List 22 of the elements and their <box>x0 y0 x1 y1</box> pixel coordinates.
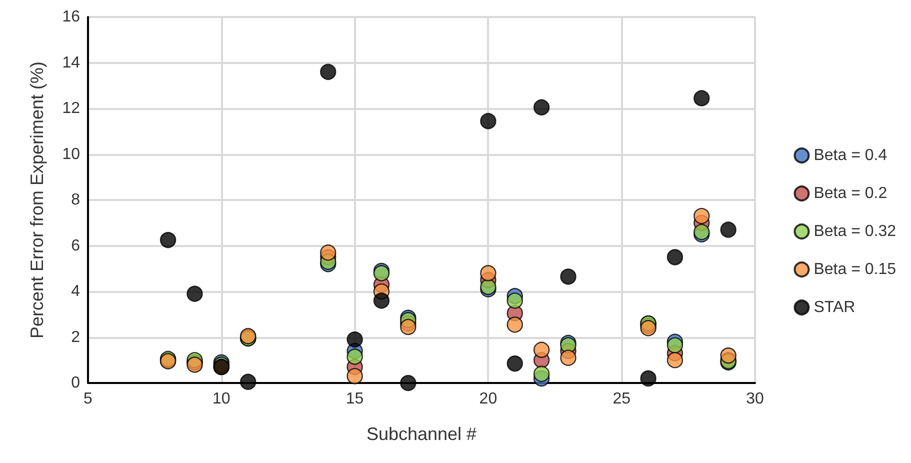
y-tick-label: 8 <box>71 192 80 208</box>
legend-label: Beta = 0.4 <box>814 147 888 164</box>
legend-label: Beta = 0.2 <box>814 185 888 202</box>
legend-label: Beta = 0.32 <box>814 223 896 240</box>
x-tick-label: 30 <box>746 390 764 408</box>
y-axis-title: Percent Error from Experiment (%) <box>27 61 47 339</box>
x-tick-label: 15 <box>346 390 364 408</box>
y-tick-label: 14 <box>62 54 80 72</box>
x-tick-label: 5 <box>84 390 93 408</box>
y-tick-label: 2 <box>71 328 80 346</box>
x-axis-title: Subchannel # <box>366 424 477 444</box>
y-tick-label: 6 <box>71 237 80 254</box>
legend-label: STAR <box>814 299 856 316</box>
y-tick-label: 0 <box>71 374 80 392</box>
y-tick-label: 16 <box>62 8 80 26</box>
x-tick-label: 20 <box>479 390 498 408</box>
y-tick-label: 12 <box>62 100 80 117</box>
y-tick-label: 10 <box>62 146 80 163</box>
legend-label: Beta = 0.15 <box>814 261 896 278</box>
x-tick-label: 25 <box>612 390 631 408</box>
y-tick-label: 4 <box>71 283 80 300</box>
x-tick-label: 10 <box>212 390 230 408</box>
